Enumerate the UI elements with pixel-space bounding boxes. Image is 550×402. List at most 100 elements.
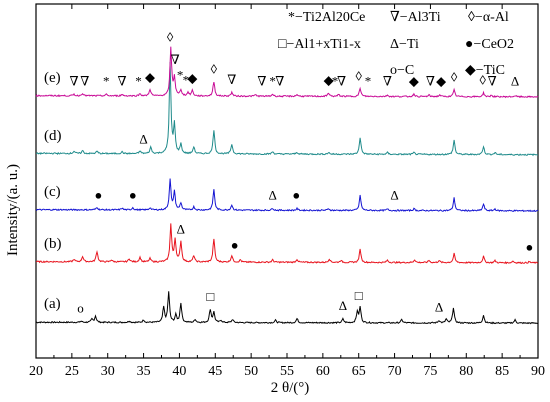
- series-line-2: [35, 178, 539, 213]
- x-tick-label: 80: [459, 364, 473, 379]
- peak-marker: *: [177, 68, 184, 83]
- legend-entry-tic: ◆−TiC: [465, 63, 505, 78]
- x-axis-title: 2 θ/(°): [271, 380, 310, 396]
- x-tick-label: 40: [172, 364, 186, 379]
- legend-entry-ceo2: ●−CeO2: [465, 37, 514, 52]
- legend-entry-ti2al20ce: *−Ti2Al20Ce: [288, 10, 365, 25]
- series-label: (d): [44, 128, 62, 144]
- peak-marker: ●: [525, 240, 533, 255]
- legend: *−Ti2Al20Ce ∇−Al3Ti ◊−α-Al □−Al1+xTi1-x …: [278, 10, 514, 78]
- x-tick-label: 20: [29, 364, 43, 379]
- series-line-4: [35, 46, 539, 99]
- legend-symbol: ◆: [465, 63, 476, 78]
- peak-marker: Δ: [390, 188, 398, 203]
- x-tick-label: 85: [495, 364, 509, 379]
- legend-entry-al1xti1x: □−Al1+xTi1-x: [278, 37, 361, 52]
- peak-marker: o: [77, 300, 84, 315]
- legend-symbol: ◊: [468, 10, 475, 25]
- peak-marker: ∇: [383, 74, 392, 89]
- legend-label: −Ti2Al20Ce: [295, 10, 365, 25]
- peak-marker: ∇: [337, 74, 346, 89]
- peak-marker: □: [206, 289, 214, 304]
- legend-label: −Al3Ti: [400, 10, 441, 25]
- x-tick-label: 90: [531, 364, 545, 379]
- peak-marker: ∇: [171, 52, 180, 67]
- peak-marker: *: [103, 74, 110, 89]
- peak-marker: ◊: [167, 29, 174, 44]
- peak-marker: *: [183, 72, 190, 87]
- series-layer: [35, 46, 539, 325]
- legend-entry-c: o−C: [390, 63, 414, 78]
- x-tick-label: 30: [101, 364, 115, 379]
- legend-label: −C: [397, 63, 414, 78]
- x-tick-label: 75: [423, 364, 437, 379]
- legend-label: −α-Al: [475, 10, 509, 25]
- peak-marker: ●: [129, 188, 137, 203]
- peak-marker: ◆: [145, 69, 155, 84]
- legend-entry-alpha-al: ◊−α-Al: [468, 10, 509, 25]
- peak-marker: □: [355, 288, 363, 303]
- peak-marker: Δ: [177, 222, 185, 237]
- peak-marker: ◊: [451, 69, 458, 84]
- peak-marker: Δ: [511, 74, 519, 89]
- x-axis: 20 25 30 35 40 45 50 55 60 65 70 75 80 85 90: [29, 4, 545, 379]
- legend-label: −TiC: [476, 63, 505, 78]
- peak-marker: ◊: [211, 62, 218, 77]
- peak-marker: ∇: [488, 74, 497, 89]
- peak-marker: ∇: [426, 74, 435, 89]
- peak-marker: ●: [292, 188, 300, 203]
- x-tick-label: 25: [65, 364, 79, 379]
- peak-marker: ∇: [69, 74, 78, 89]
- peak-marker: *: [269, 74, 276, 89]
- peak-marker: ◆: [409, 73, 419, 88]
- series-line-0: [35, 291, 539, 325]
- legend-entry-al3ti: ∇−Al3Ti: [390, 10, 441, 25]
- series-label: (a): [44, 296, 61, 312]
- x-tick-label: 70: [388, 364, 402, 379]
- series-label: (b): [44, 236, 62, 252]
- x-tick-label: 45: [208, 364, 222, 379]
- peak-marker: ●: [231, 237, 239, 252]
- peak-marker: ∇: [118, 74, 127, 89]
- peak-marker: ◆: [436, 74, 446, 89]
- peak-marker: ◊: [355, 69, 362, 84]
- x-tick-label: 55: [280, 364, 294, 379]
- peak-marker: Δ: [268, 188, 276, 203]
- legend-symbol: *: [288, 10, 295, 25]
- plot-frame: [35, 3, 539, 359]
- x-tick-label: 35: [137, 364, 151, 379]
- series-line-1: [35, 223, 539, 265]
- peak-marker: ∇: [257, 74, 266, 89]
- peak-marker: ◆: [324, 73, 334, 88]
- x-tick-label: 50: [244, 364, 258, 379]
- legend-symbol: ●: [465, 37, 473, 52]
- legend-entry-ti: Δ−Ti: [390, 37, 419, 52]
- legend-label: −CeO2: [473, 37, 514, 52]
- series-label-layer: (a) (b) (c) (d) (e): [44, 70, 62, 312]
- peak-marker: ∇: [275, 74, 284, 89]
- x-tick-label: 60: [316, 364, 330, 379]
- series-label: (e): [44, 70, 61, 86]
- peak-marker: Δ: [435, 299, 443, 314]
- peak-marker: ∇: [227, 72, 236, 87]
- peak-marker: ◆: [187, 70, 197, 85]
- series-line-3: [35, 61, 539, 157]
- y-axis-title: Intensity/(a. u.): [5, 164, 21, 256]
- peak-marker: ◊: [480, 72, 487, 87]
- peak-marker: ●: [94, 188, 102, 203]
- series-label: (c): [44, 184, 61, 200]
- legend-symbol: o: [390, 63, 397, 78]
- peak-marker-layer: o□Δ□ΔΔ● ●● ● Δ ● ΔΔ∇ ∇ * ∇ * ◆∇◊* *◆◊∇ ∇ * ∇ ◆*∇ ◊ * ∇ ◆ ∇ ◆ ◊…: [69, 29, 533, 315]
- peak-marker: Δ: [139, 131, 147, 146]
- peak-marker: Δ: [339, 298, 347, 313]
- peak-marker: *: [332, 74, 339, 89]
- legend-label: −Al1+xTi1-x: [286, 37, 360, 52]
- legend-symbol: ∇: [390, 10, 400, 25]
- peak-marker: *: [135, 74, 142, 89]
- legend-label: −Ti: [399, 37, 419, 52]
- legend-symbol: Δ: [390, 37, 399, 52]
- peak-marker: *: [365, 74, 372, 89]
- peak-marker: ∇: [80, 74, 89, 89]
- x-tick-label: 65: [352, 364, 366, 379]
